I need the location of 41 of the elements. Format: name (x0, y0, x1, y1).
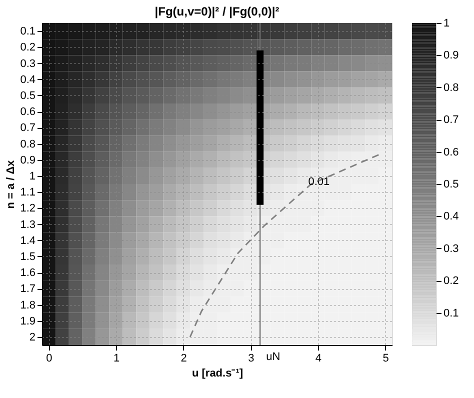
x-tick-label: 2 (180, 352, 187, 364)
color-bar-label: 0.5 (444, 178, 459, 190)
color-bar-label: 0.7 (444, 114, 459, 126)
y-tick-label: 1.5 (20, 250, 36, 263)
color-bar-label: 1 (444, 18, 450, 30)
x-tick-label: 1 (113, 352, 120, 364)
y-tick-label: 0.8 (20, 138, 36, 150)
y-axis-title: n = a / Δx (5, 159, 18, 209)
y-tick-label: 1.4 (20, 234, 36, 247)
x-tick-label: 0 (46, 352, 52, 364)
color-bar-label: 0.3 (444, 242, 459, 255)
y-tick-label: 0.7 (20, 122, 36, 134)
y-tick-label: 1 (29, 170, 36, 182)
y-tick-label: 1.3 (20, 218, 36, 231)
x-axis-title: u [rad.s⁻¹] (192, 368, 244, 380)
y-tick-label: 1.9 (20, 315, 36, 328)
y-tick-label: 0.4 (20, 74, 36, 86)
y-tick-label: 0.1 (20, 26, 36, 38)
y-tick-label: 1.7 (20, 283, 36, 296)
y-tick-label: 0.5 (20, 90, 36, 102)
annotation: 0.01 (308, 176, 330, 188)
color-bar-label: 0.9 (444, 50, 459, 62)
color-bar-label: 0.6 (444, 146, 459, 158)
y-tick-label: 0.3 (20, 58, 36, 70)
y-tick-label: 1.1 (20, 186, 36, 199)
x-tick-label: 4 (315, 352, 322, 364)
y-tick-label: 2 (29, 331, 36, 344)
y-tick-label: 1.8 (20, 299, 36, 312)
chart-title: |Fg(u,v=0)|² / |Fg(0,0)|² (154, 4, 280, 18)
y-tick-label: 0.2 (20, 42, 36, 54)
y-tick-label: 1.2 (20, 202, 36, 215)
color-bar-label: 0.1 (444, 307, 459, 320)
y-tick-label: 0.9 (20, 154, 36, 166)
y-tick-label: 1.6 (20, 267, 36, 280)
color-bar-label: 0.2 (444, 275, 459, 288)
y-tick-label: 0.6 (20, 106, 36, 118)
x-tick-label: 3 (248, 352, 254, 364)
x-tick-label: 5 (382, 352, 389, 364)
ref-line-label: uN (266, 351, 280, 363)
color-bar-label: 0.8 (444, 82, 459, 94)
color-bar-label: 0.4 (444, 210, 459, 223)
